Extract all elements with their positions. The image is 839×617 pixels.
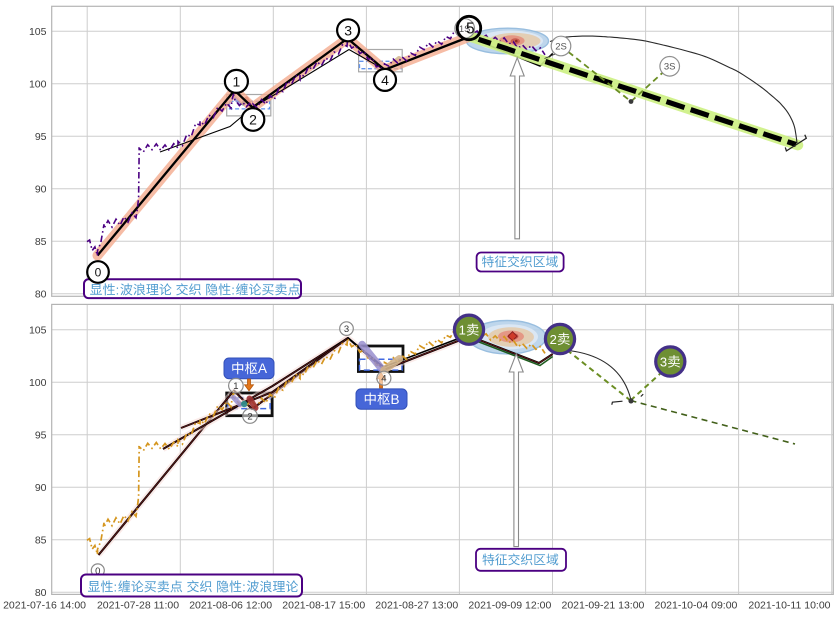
svg-text:80: 80 xyxy=(35,288,47,300)
svg-text:2021-09-21 13:00: 2021-09-21 13:00 xyxy=(561,600,644,612)
svg-text:100: 100 xyxy=(29,78,47,90)
svg-text:100: 100 xyxy=(29,377,47,389)
svg-text:4: 4 xyxy=(381,374,386,385)
svg-text:105: 105 xyxy=(29,26,47,38)
svg-text:3: 3 xyxy=(660,355,667,370)
svg-text:1: 1 xyxy=(459,323,466,338)
svg-text:2: 2 xyxy=(249,112,257,128)
svg-text:1S: 1S xyxy=(459,24,471,35)
svg-text:2021-10-04 09:00: 2021-10-04 09:00 xyxy=(654,600,737,612)
svg-text:A: A xyxy=(258,361,267,376)
svg-text:B: B xyxy=(391,392,400,407)
svg-text:2: 2 xyxy=(550,332,557,347)
svg-text:95: 95 xyxy=(35,430,47,442)
svg-text::: : xyxy=(114,579,118,594)
svg-text:2021-10-11 10:00: 2021-10-11 10:00 xyxy=(748,600,830,612)
svg-text:95: 95 xyxy=(35,131,47,143)
svg-text:0: 0 xyxy=(95,265,102,279)
svg-text:85: 85 xyxy=(35,236,47,248)
svg-text:3: 3 xyxy=(344,324,349,335)
svg-text:2S: 2S xyxy=(555,41,567,52)
svg-text:2021-08-06 12:00: 2021-08-06 12:00 xyxy=(189,600,272,612)
svg-text:1: 1 xyxy=(233,381,238,392)
svg-text:85: 85 xyxy=(35,535,47,547)
svg-text:2021-07-16 14:00: 2021-07-16 14:00 xyxy=(3,600,86,612)
svg-text:80: 80 xyxy=(35,587,47,599)
svg-text:2: 2 xyxy=(247,411,252,422)
svg-text:2021-07-28 11:00: 2021-07-28 11:00 xyxy=(97,600,179,612)
svg-text:2021-08-17 15:00: 2021-08-17 15:00 xyxy=(282,600,365,612)
svg-text:5: 5 xyxy=(466,20,475,37)
svg-text::: : xyxy=(242,579,246,594)
svg-text:3: 3 xyxy=(344,22,352,38)
svg-text::: : xyxy=(231,282,235,297)
svg-text:2021-08-27 13:00: 2021-08-27 13:00 xyxy=(375,600,458,612)
svg-text:90: 90 xyxy=(35,183,47,195)
svg-text:105: 105 xyxy=(29,325,47,337)
svg-text::: : xyxy=(116,282,120,297)
svg-text:2021-09-09 12:00: 2021-09-09 12:00 xyxy=(468,600,551,612)
svg-text:4: 4 xyxy=(381,72,389,88)
svg-text:90: 90 xyxy=(35,482,47,494)
svg-text:0: 0 xyxy=(95,566,100,577)
svg-text:3S: 3S xyxy=(664,62,676,73)
svg-text:1: 1 xyxy=(233,73,241,89)
